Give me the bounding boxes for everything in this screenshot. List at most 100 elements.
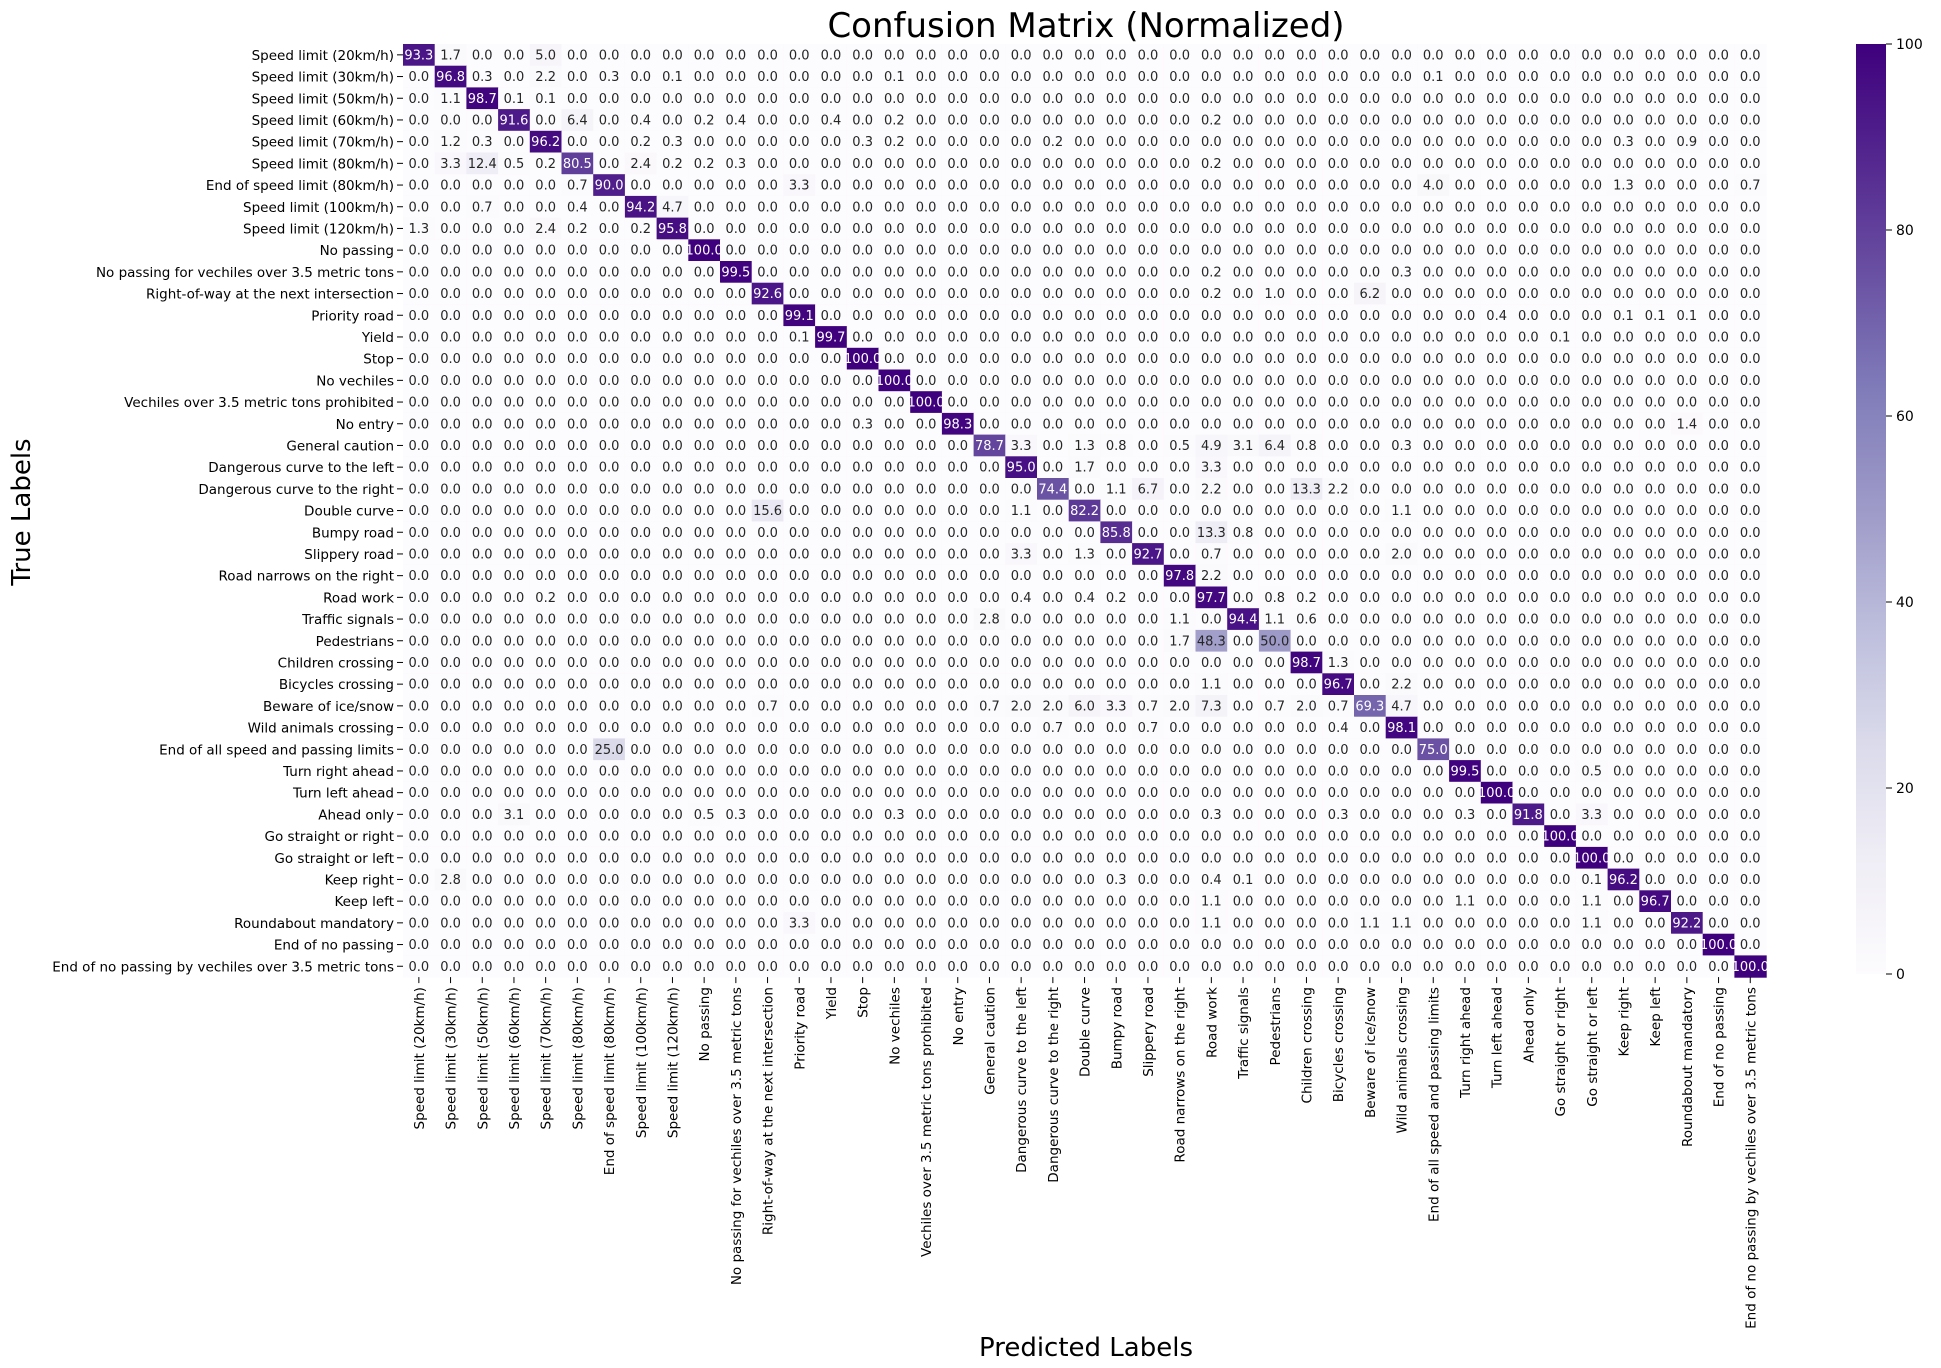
cell-value-label: 0.0 <box>1074 721 1095 736</box>
cell-value-label: 0.0 <box>884 938 905 953</box>
heatmap-cell <box>1354 347 1387 371</box>
heatmap-cell <box>1068 304 1101 327</box>
cell-value-label: 0.0 <box>821 960 842 975</box>
heatmap-cell <box>1480 109 1514 132</box>
heatmap-cell <box>751 282 784 305</box>
cell-value-label: 0.0 <box>1360 352 1381 367</box>
cell-value-label: 0.0 <box>504 309 525 324</box>
cell-value-label: 0.0 <box>1423 634 1444 649</box>
heatmap-cell <box>973 65 1006 88</box>
cell-value-label: 0.0 <box>1296 92 1317 107</box>
heatmap-cell <box>973 174 1006 197</box>
cell-value-label: 0.0 <box>409 113 430 128</box>
cell-value-label: 1.1 <box>1391 504 1412 519</box>
heatmap-cell <box>561 109 594 132</box>
cell-value-label: 0.0 <box>535 743 556 758</box>
heatmap-cell <box>434 261 467 284</box>
cell-value-label: 0.0 <box>440 678 461 693</box>
cell-value-label: 1.7 <box>1169 634 1190 649</box>
heatmap-cell <box>1702 130 1735 154</box>
heatmap-cell <box>561 326 594 349</box>
cell-value-label: 0.0 <box>409 656 430 671</box>
heatmap-cell <box>593 195 626 219</box>
heatmap-cell <box>783 282 816 305</box>
cell-value-label: 0.7 <box>1740 179 1761 194</box>
cell-value-label: 0.0 <box>694 634 715 649</box>
heatmap-cell <box>1702 152 1735 175</box>
heatmap-cell <box>1290 239 1323 262</box>
cell-value-label: 0.0 <box>440 417 461 432</box>
cell-value-label: 0.0 <box>1550 287 1571 302</box>
cell-value-label: 0.0 <box>1645 179 1666 194</box>
cell-value-label: 0.0 <box>1011 743 1032 758</box>
heatmap-cell <box>561 174 594 197</box>
heatmap-cell <box>1290 261 1323 284</box>
cell-value-label: 0.0 <box>504 352 525 367</box>
heatmap-cell <box>1734 282 1767 305</box>
cell-value-label: 0.0 <box>1740 374 1761 389</box>
heatmap-cell <box>1449 304 1482 327</box>
cell-value-label: 0.0 <box>916 743 937 758</box>
cell-value-label: 0.0 <box>504 699 525 714</box>
cell-value-label: 0.0 <box>504 374 525 389</box>
cell-value-label: 0.0 <box>789 461 810 476</box>
cell-value-label: 0.0 <box>1455 721 1476 736</box>
cell-value-label: 0.3 <box>1455 808 1476 823</box>
cell-value-label: 0.0 <box>1074 135 1095 150</box>
cell-value-label: 0.0 <box>789 135 810 150</box>
heatmap-cell <box>1385 304 1418 327</box>
y-tick-label: Pedestrians <box>316 634 394 650</box>
cell-value-label: 0.0 <box>409 569 430 584</box>
heatmap-cell <box>910 130 943 154</box>
cell-value-label: 0.0 <box>1074 48 1095 63</box>
heatmap-cell <box>1480 87 1514 110</box>
heatmap-cell <box>1480 152 1514 175</box>
heatmap-cell <box>878 326 911 349</box>
cell-value-label: 0.0 <box>821 374 842 389</box>
cell-value-label: 0.0 <box>504 417 525 432</box>
heatmap-cell <box>403 130 436 154</box>
cell-value-label: 0.0 <box>472 786 493 801</box>
heatmap-cell <box>624 44 658 67</box>
x-tick-label: Traffic signals <box>1236 987 1252 1080</box>
cell-value-label: 0.0 <box>757 851 778 866</box>
cell-value-label: 0.0 <box>1455 504 1476 519</box>
heatmap-cell <box>466 87 499 110</box>
cell-value-label: 0.0 <box>472 547 493 562</box>
cell-value-label: 1.3 <box>409 222 430 237</box>
cell-value-label: 0.0 <box>599 396 620 411</box>
cell-value-label: 0.0 <box>947 916 968 931</box>
heatmap-cell <box>498 152 531 175</box>
cell-value-label: 0.0 <box>1613 244 1634 259</box>
heatmap-cell <box>1195 65 1228 88</box>
cell-value-label: 0.0 <box>440 699 461 714</box>
cell-value-label: 0.0 <box>757 309 778 324</box>
cell-value-label: 0.0 <box>1550 960 1571 975</box>
heatmap-cell <box>1195 239 1228 262</box>
cell-value-label: 0.0 <box>947 482 968 497</box>
heatmap-cell <box>1385 130 1418 154</box>
cell-value-label: 0.0 <box>440 613 461 628</box>
heatmap-cell <box>624 326 658 349</box>
cell-value-label: 0.0 <box>726 352 747 367</box>
cell-value-label: 0.0 <box>947 613 968 628</box>
cell-value-label: 0.0 <box>1360 396 1381 411</box>
cell-value-label: 0.0 <box>789 547 810 562</box>
cell-value-label: 0.0 <box>409 330 430 345</box>
cell-value-label: 0.0 <box>1296 678 1317 693</box>
cell-value-label: 0.0 <box>630 461 651 476</box>
cell-value-label: 0.0 <box>1138 634 1159 649</box>
cell-value-label: 0.0 <box>567 287 588 302</box>
cell-value-label: 0.0 <box>789 721 810 736</box>
cell-value-label: 0.0 <box>1645 634 1666 649</box>
cell-value-label: 0.0 <box>1423 591 1444 606</box>
cell-value-label: 0.0 <box>1264 851 1285 866</box>
cell-value-label: 0.0 <box>726 70 747 85</box>
cell-value-label: 96.2 <box>1609 873 1638 888</box>
cell-value-label: 0.0 <box>1391 656 1412 671</box>
cell-value-label: 0.0 <box>504 721 525 736</box>
cell-value-label: 0.0 <box>1740 808 1761 823</box>
heatmap-cell <box>1132 326 1165 349</box>
heatmap-cell <box>1227 65 1260 88</box>
cell-value-label: 0.0 <box>694 287 715 302</box>
